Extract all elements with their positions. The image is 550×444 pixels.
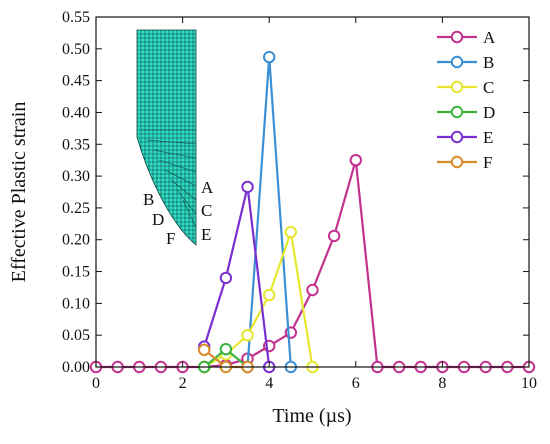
- mesh-outline: [136, 29, 197, 246]
- mesh-line: [146, 139, 196, 145]
- x-tick-label: 2: [179, 375, 187, 392]
- legend-label: F: [483, 153, 492, 172]
- series-E: [198, 180, 276, 374]
- data-point: [327, 229, 341, 243]
- mesh-line: [170, 179, 196, 201]
- y-tick-label: 0.45: [62, 73, 90, 90]
- series-line: [246, 57, 292, 368]
- plot-frame: [95, 16, 530, 368]
- mesh-point-label: F: [166, 229, 175, 248]
- mesh-point-label: E: [201, 225, 211, 244]
- data-point: [306, 283, 319, 297]
- mesh-line: [158, 159, 196, 173]
- y-axis-label: Effective Plastic strain: [8, 102, 30, 283]
- axes: 0 2 4 6 8 10 0.00 0.05 0.10 0.15 0.20 0.25 0.30 0.35 0…: [62, 9, 537, 392]
- legend-item-B: B: [437, 53, 494, 72]
- legend-item-E: E: [437, 128, 493, 147]
- y-tick-label: 0.10: [62, 295, 90, 312]
- y-tick-label: 0.15: [62, 264, 90, 281]
- x-tick-label: 10: [521, 375, 537, 392]
- x-axis-label: Time (µs): [272, 405, 351, 427]
- data-point: [241, 328, 254, 342]
- legend-swatch-marker: [450, 130, 464, 144]
- legend-item-F: F: [437, 153, 492, 172]
- x-tick-label: 6: [352, 375, 360, 392]
- mesh-point-label: B: [143, 190, 154, 209]
- legend-item-A: A: [437, 28, 496, 47]
- data-point: [198, 343, 211, 357]
- data-point: [241, 180, 254, 194]
- x-tick-label: 4: [265, 375, 273, 392]
- legend-item-C: C: [437, 78, 494, 97]
- data-point: [349, 153, 362, 167]
- mesh-line: [176, 189, 196, 215]
- y-tick-label: 0.35: [62, 136, 90, 153]
- legend-swatch-marker: [450, 105, 464, 119]
- x-tick-label: 8: [438, 375, 446, 392]
- legend-label: A: [483, 28, 496, 47]
- data-point: [219, 271, 233, 285]
- mesh-line: [164, 169, 196, 187]
- legend-item-D: D: [437, 103, 495, 122]
- mesh-line: [182, 199, 196, 229]
- mesh-inset: BDF ACE: [136, 29, 214, 248]
- legend-swatch-marker: [450, 80, 464, 94]
- data-point: [284, 225, 298, 239]
- data-point: [263, 288, 276, 302]
- legend-label: E: [483, 128, 493, 147]
- y-tick-label: 0.25: [62, 200, 90, 217]
- legend-label: C: [483, 78, 494, 97]
- data-point: [263, 50, 276, 64]
- legend-swatch-marker: [450, 155, 464, 169]
- y-tick-label: 0.00: [62, 359, 90, 376]
- x-tick-label: 0: [92, 375, 100, 392]
- y-tick-label: 0.40: [62, 104, 90, 121]
- y-tick-label: 0.55: [62, 9, 90, 26]
- mesh-point-label: D: [152, 210, 164, 229]
- y-tick-label: 0.30: [62, 168, 90, 185]
- legend-label: B: [483, 53, 494, 72]
- legend-swatch-marker: [450, 55, 464, 69]
- mesh-point-label: C: [201, 201, 212, 220]
- series-C: [198, 225, 319, 374]
- mesh-point-label: A: [201, 178, 214, 197]
- y-tick-label: 0.05: [62, 327, 90, 344]
- mesh-line: [152, 149, 196, 159]
- legend-label: D: [483, 103, 495, 122]
- legend-swatch-marker: [450, 30, 464, 44]
- y-tick-label: 0.50: [62, 41, 90, 58]
- y-tick-label: 0.20: [62, 232, 90, 249]
- series-line: [203, 186, 271, 368]
- data-point: [219, 342, 233, 356]
